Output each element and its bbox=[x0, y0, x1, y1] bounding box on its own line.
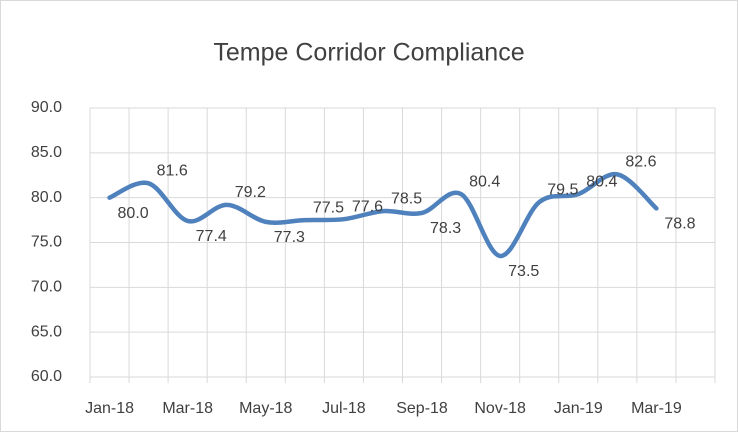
data-label: 78.5 bbox=[391, 190, 422, 207]
x-tick-label: Jan-18 bbox=[85, 400, 134, 417]
chart-title: Tempe Corridor Compliance bbox=[213, 39, 524, 67]
y-tick-label: 75.0 bbox=[31, 234, 62, 251]
x-tick-label: Mar-19 bbox=[631, 400, 682, 417]
data-label: 80.4 bbox=[586, 173, 617, 190]
y-tick-label: 85.0 bbox=[31, 144, 62, 161]
data-label: 82.6 bbox=[625, 154, 656, 171]
y-tick-label: 60.0 bbox=[31, 368, 62, 385]
x-tick-label: Mar-18 bbox=[162, 400, 213, 417]
data-label: 78.3 bbox=[430, 220, 461, 237]
data-label: 73.5 bbox=[508, 263, 539, 280]
data-label: 77.5 bbox=[313, 199, 344, 216]
data-label: 80.4 bbox=[469, 173, 500, 190]
data-label: 80.0 bbox=[118, 205, 149, 222]
data-label: 77.6 bbox=[352, 198, 383, 215]
y-tick-label: 90.0 bbox=[31, 99, 62, 116]
x-tick-label: May-18 bbox=[239, 400, 292, 417]
x-tick-label: Jan-19 bbox=[554, 400, 603, 417]
data-label: 81.6 bbox=[157, 163, 188, 180]
data-label: 78.8 bbox=[664, 216, 695, 233]
x-tick-label: Sep-18 bbox=[396, 400, 448, 417]
data-label: 77.4 bbox=[196, 228, 227, 245]
y-tick-label: 80.0 bbox=[31, 189, 62, 206]
x-tick-label: Nov-18 bbox=[474, 400, 526, 417]
x-tick-label: Jul-18 bbox=[322, 400, 366, 417]
data-label: 77.3 bbox=[274, 229, 305, 246]
data-label: 79.5 bbox=[547, 181, 578, 198]
y-tick-label: 70.0 bbox=[31, 279, 62, 296]
y-tick-label: 65.0 bbox=[31, 323, 62, 340]
line-series bbox=[107, 172, 659, 259]
data-label: 79.2 bbox=[235, 184, 266, 201]
